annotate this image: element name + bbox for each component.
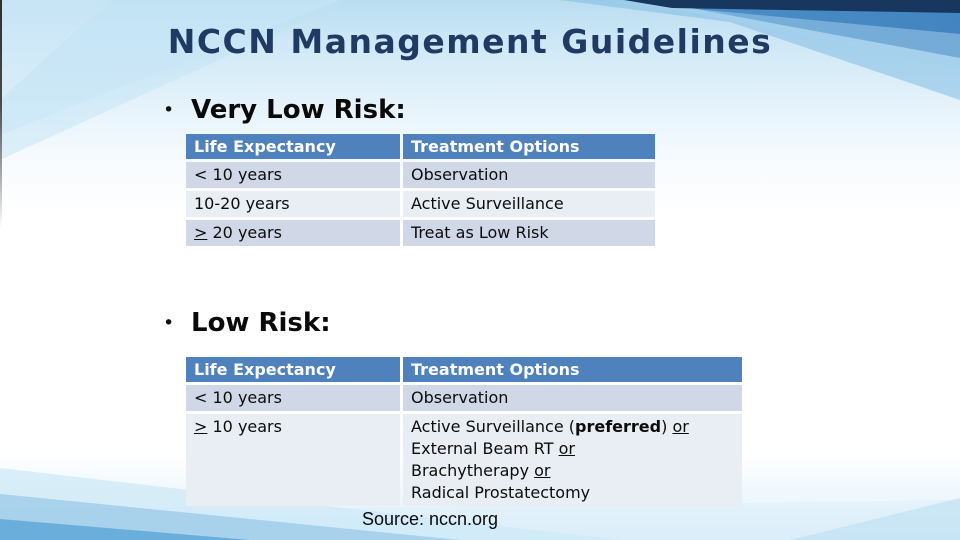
table-cell-line: Observation bbox=[411, 388, 509, 407]
table-cell-line: Observation bbox=[411, 165, 509, 184]
section-heading-label: Low Risk: bbox=[191, 308, 331, 338]
table-header-cell: Treatment Options bbox=[403, 134, 655, 159]
table-cell: Observation bbox=[403, 385, 742, 411]
table-cell-line: Active Surveillance bbox=[411, 194, 564, 213]
table-cell: Treat as Low Risk bbox=[403, 220, 655, 246]
section-heading-low-risk: • Low Risk: bbox=[163, 308, 331, 338]
table-cell-line: < 10 years bbox=[194, 388, 282, 407]
table-cell-line: > 20 years bbox=[194, 223, 282, 242]
section-heading-very-low-risk: • Very Low Risk: bbox=[163, 95, 406, 125]
table-cell-line: Brachytherapy or bbox=[411, 461, 551, 480]
bullet-icon: • bbox=[163, 99, 175, 121]
table-cell: < 10 years bbox=[186, 385, 400, 411]
table-header-cell: Life Expectancy bbox=[186, 134, 400, 159]
table-cell: 10-20 years bbox=[186, 191, 400, 217]
table-cell: > 10 years bbox=[186, 414, 400, 506]
table-header-cell: Life Expectancy bbox=[186, 357, 400, 382]
table-cell-line: > 10 years bbox=[194, 417, 282, 436]
table-cell-line: Radical Prostatectomy bbox=[411, 483, 591, 502]
table-cell: Active Surveillance (preferred) or Extern… bbox=[403, 414, 742, 506]
table-cell-line: 10-20 years bbox=[194, 194, 290, 213]
table-cell: Observation bbox=[403, 162, 655, 188]
table-cell-line: < 10 years bbox=[194, 165, 282, 184]
section-heading-label: Very Low Risk: bbox=[191, 95, 406, 125]
table-header-cell: Treatment Options bbox=[403, 357, 742, 382]
table-cell-line: Active Surveillance (preferred) or bbox=[411, 417, 689, 436]
bullet-icon: • bbox=[163, 312, 175, 334]
low-risk-table: Life Expectancy Treatment Options < 10 yea… bbox=[186, 357, 742, 506]
table-cell-line: External Beam RT or bbox=[411, 439, 575, 458]
source-text: Source: nccn.org bbox=[361, 509, 499, 529]
table-cell: > 20 years bbox=[186, 220, 400, 246]
very-low-risk-table: Life Expectancy Treatment Options < 10 yea… bbox=[186, 134, 655, 246]
table-cell: < 10 years bbox=[186, 162, 400, 188]
left-edge-line bbox=[0, 0, 2, 228]
slide-title: NCCN Management Guidelines bbox=[167, 22, 773, 61]
table-cell: Active Surveillance bbox=[403, 191, 655, 217]
table-cell-line: Treat as Low Risk bbox=[411, 223, 549, 242]
